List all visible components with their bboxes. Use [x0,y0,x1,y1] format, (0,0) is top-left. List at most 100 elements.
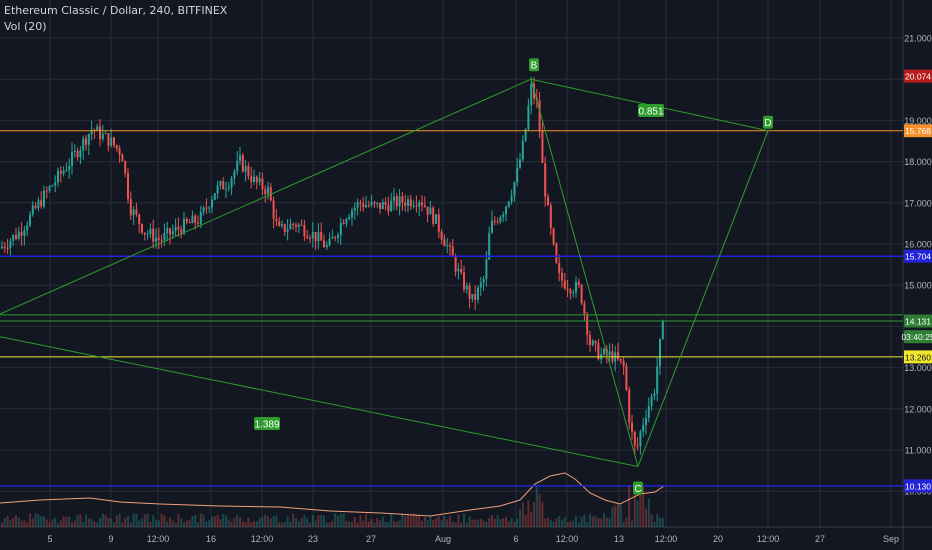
candle-body [423,205,426,207]
candle [457,262,460,280]
volume-bar [533,501,535,527]
candle [286,219,289,241]
candle [300,219,303,227]
candle-body [342,222,345,224]
harmonic-pattern [0,78,769,467]
candle-body [381,202,384,210]
candle [320,222,323,241]
volume-bar [622,521,625,527]
candle [250,166,253,189]
volume-bar [393,521,395,527]
candle-body [85,138,87,145]
volume-bar [40,516,43,527]
candle-body [398,196,401,207]
candle [353,202,356,220]
candle [45,186,48,199]
candle-body [496,221,499,223]
volume-indicator-label[interactable]: Vol (20) [4,20,47,33]
volume-bar [152,515,155,527]
candle-body [317,231,320,242]
volume-bar [261,517,264,527]
volume-bar [471,519,474,527]
volume-bar [73,520,76,527]
candle [381,198,384,210]
candle [143,232,146,241]
symbol-title[interactable]: Ethereum Classic / Dollar, 240, BITFINEX [4,4,228,17]
candle-body [328,238,331,246]
candle [325,241,328,251]
volume-bar [197,521,199,527]
candle-body [569,290,572,294]
price-label-blue: 10.130 [904,479,932,493]
x-tick-label: 5 [47,534,52,544]
candle [491,210,493,234]
candle [225,181,227,198]
candle [547,193,549,206]
candle [219,180,222,190]
volume-bar [488,517,491,527]
candle [71,142,73,175]
volume-bar [435,518,437,527]
candle-body [659,338,661,367]
candle-body [132,209,135,216]
candle-body [653,393,656,397]
candle-body [661,321,664,339]
candle-body [359,202,362,204]
volume-bar [479,518,482,527]
candle-body [339,222,342,236]
candle [505,205,507,222]
candle [43,185,45,209]
volume-bar [659,517,661,527]
volume-bar [362,520,365,527]
candle [465,282,468,294]
candle [443,234,446,247]
candle-body [15,234,17,239]
volume-bar [530,511,533,527]
candle [76,147,79,161]
candle-body [191,215,194,224]
candle [65,162,68,173]
candle [423,196,426,208]
volume-bar [211,516,213,527]
pattern-point-d-bg [763,115,773,129]
candle-body [43,190,45,207]
volume-bar [594,516,597,527]
candle-body [538,100,541,131]
candle [34,202,37,210]
volume-bar [535,485,538,527]
volume-bar [71,522,73,527]
volume-bar [194,514,197,527]
candle-body [169,228,171,235]
volume-bar [110,518,113,527]
candle-body [507,201,510,207]
price-label-blue: 15.704 [904,249,932,263]
candle [530,76,533,115]
price-label-orange: 15.768 [904,124,932,138]
candle [3,242,6,254]
volume-bar [628,486,631,527]
candle-body [230,178,233,188]
volume-bar [65,516,68,527]
candle-body [26,225,29,231]
candle-body [513,182,516,196]
candle-body [225,188,227,190]
candle [194,213,197,230]
volume-bar [121,522,124,527]
candle-body [323,240,325,248]
candle [412,200,415,209]
volume-bar [541,502,544,527]
candle-body [639,431,642,447]
candle-body [57,170,59,183]
candle [104,131,107,135]
volume-bar [549,520,552,527]
volume-bar [591,516,594,527]
candle [359,199,362,212]
volume-bar [29,513,31,527]
volume-bar [101,513,104,527]
candle [642,417,645,437]
volume-bar [99,518,101,527]
candle [636,437,639,451]
candle [118,145,121,163]
volume-bar [306,518,309,527]
